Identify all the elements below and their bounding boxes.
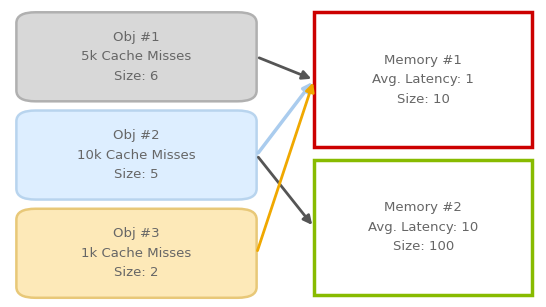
Text: Memory #1
Avg. Latency: 1
Size: 10: Memory #1 Avg. Latency: 1 Size: 10 (372, 54, 474, 106)
Bar (314, 12, 532, 147)
Text: Obj #1
5k Cache Misses
Size: 6: Obj #1 5k Cache Misses Size: 6 (81, 31, 192, 83)
FancyBboxPatch shape (16, 12, 257, 101)
Text: Obj #3
1k Cache Misses
Size: 2: Obj #3 1k Cache Misses Size: 2 (81, 227, 192, 279)
Bar (314, 160, 532, 295)
Text: Obj #2
10k Cache Misses
Size: 5: Obj #2 10k Cache Misses Size: 5 (77, 129, 196, 181)
FancyBboxPatch shape (16, 111, 257, 200)
Text: Memory #2
Avg. Latency: 10
Size: 100: Memory #2 Avg. Latency: 10 Size: 100 (368, 201, 478, 253)
FancyBboxPatch shape (16, 209, 257, 298)
